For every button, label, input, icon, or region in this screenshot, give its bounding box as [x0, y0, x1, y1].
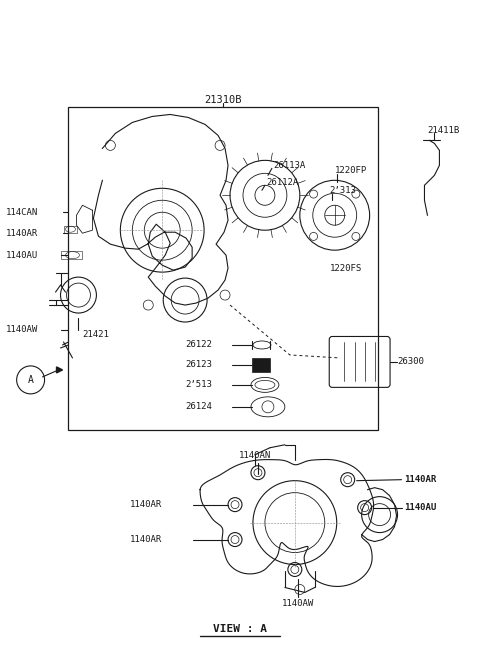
Text: VIEW : A: VIEW : A [213, 624, 267, 635]
Bar [63, 226, 77, 233]
Polygon shape [57, 367, 62, 373]
Text: 1140AN: 1140AN [239, 451, 271, 460]
Text: 1140AR: 1140AR [405, 475, 437, 484]
Text: 26113A: 26113A [273, 161, 305, 170]
Text: 1140AR: 1140AR [130, 535, 163, 544]
Text: 21310B: 21310B [204, 95, 242, 106]
Text: 26122: 26122 [185, 340, 212, 350]
Text: 26124: 26124 [185, 402, 212, 411]
Text: 1140AW: 1140AW [282, 599, 314, 608]
Text: 1140AR: 1140AR [130, 500, 163, 509]
Text: 1140AU: 1140AU [6, 251, 38, 260]
Text: 2ʼ313: 2ʼ313 [330, 186, 357, 194]
Text: 1140AU: 1140AU [405, 503, 437, 512]
Text: 26112A: 26112A [266, 178, 298, 187]
Bar [252, 358, 270, 372]
Text: 2ʼ513: 2ʼ513 [185, 380, 212, 390]
Text: 1140AW: 1140AW [6, 325, 38, 334]
Text: A: A [28, 375, 34, 385]
Bar [69, 108, 378, 430]
Text: 1140AR: 1140AR [6, 229, 38, 238]
Text: 21411B: 21411B [428, 126, 460, 135]
Text: 114CAN: 114CAN [6, 208, 38, 217]
Text: 26123: 26123 [185, 361, 212, 369]
Text: 21421: 21421 [83, 330, 109, 339]
Text: 1220FS: 1220FS [330, 263, 362, 273]
Text: 26300: 26300 [397, 357, 424, 367]
Text: 1220FP: 1220FP [335, 166, 367, 175]
Bar [60, 251, 83, 259]
